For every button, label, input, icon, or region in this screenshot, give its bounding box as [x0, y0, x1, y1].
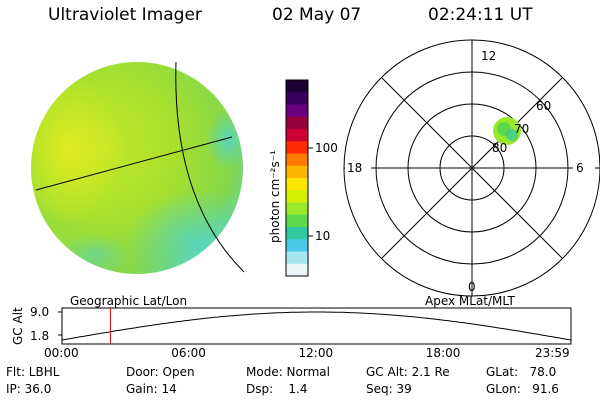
colorbar-band — [286, 239, 308, 252]
colorbar-band — [286, 214, 308, 228]
info-door: Door: Open — [126, 365, 195, 379]
header-date: 02 May 07 — [272, 5, 362, 25]
info-mode: Mode: Normal — [246, 365, 330, 379]
colorbar-label: photon cm⁻²s⁻¹ — [268, 150, 282, 243]
colorbar-band — [286, 190, 308, 203]
info-ip: IP: 36.0 — [6, 382, 52, 396]
info-gain: Gain: 14 — [126, 382, 177, 396]
polar-caption: Apex MLat/MLT — [425, 294, 515, 308]
colorbar-band — [286, 165, 308, 179]
colorbar-band — [286, 153, 308, 167]
header-title: Ultraviolet Imager — [48, 5, 202, 25]
info-dsp: Dsp: 1.4 — [246, 382, 308, 396]
colorbar-band — [286, 178, 308, 191]
polar-mlt-label-12: 12 — [481, 49, 496, 63]
polar-label-bg-18 — [345, 160, 371, 177]
orbit-xtick-label: 12:00 — [299, 346, 334, 360]
colorbar-frame — [285, 79, 309, 277]
colorbar-tick-label-10: 10 — [315, 229, 330, 243]
info-seq: Seq: 39 — [366, 382, 412, 396]
orbit-xtick-label: 06:00 — [171, 346, 206, 360]
colorbar-band — [286, 227, 308, 240]
header-time: 02:24:11 UT — [428, 5, 533, 25]
colorbar-band — [286, 92, 308, 105]
info-glat: GLat: 78.0 — [486, 365, 557, 379]
colorbar-tick-label-100: 100 — [315, 141, 338, 155]
colorbar-band — [286, 116, 308, 130]
colorbar-band — [286, 104, 308, 118]
polar-lat-label-70: 70 — [514, 122, 529, 136]
polar-lat-label-80: 80 — [492, 141, 507, 155]
polar-mlt-label-0: 0 — [468, 280, 476, 294]
orbit-xtick-label: 23:59 — [535, 346, 570, 360]
polar-lat-label-60: 60 — [536, 99, 551, 113]
polar-label-bg-6 — [573, 160, 595, 177]
info-gc-alt: GC Alt: 2.1 Re — [366, 365, 450, 379]
colorbar — [286, 80, 308, 277]
orbit-plot-frame — [61, 307, 572, 345]
polar-label-bg-12 — [478, 47, 502, 64]
geo-latitude-line — [35, 136, 233, 191]
orbit-ytick-label-high: 9.0 — [30, 305, 49, 319]
orbit-altitude-curve — [61, 311, 572, 341]
colorbar-band — [286, 129, 308, 142]
orbit-ytick-label-low: 1.8 — [30, 329, 49, 343]
polar-plot — [343, 39, 600, 297]
colorbar-band — [286, 202, 308, 216]
colorbar-band — [286, 141, 308, 154]
info-glon: GLon: 91.6 — [486, 382, 559, 396]
image-caption: Geographic Lat/Lon — [70, 294, 187, 308]
info-flt: Flt: LBHL — [6, 365, 60, 379]
polar-mlt-label-18: 18 — [347, 161, 362, 175]
orbit-ylabel: GC Alt — [11, 307, 25, 345]
orbit-xticks: 00:00 06:00 12:00 18:00 23:59 — [44, 346, 570, 360]
uv-image-disk — [31, 62, 243, 274]
colorbar-band — [286, 263, 308, 277]
colorbar-band — [286, 251, 308, 265]
geo-longitude-curve — [175, 61, 245, 273]
orbit-xtick-label: 18:00 — [426, 346, 461, 360]
polar-mlt-label-6: 6 — [576, 161, 584, 175]
polar-aurora-spot — [493, 117, 521, 145]
polar-diagonal-2 — [381, 77, 563, 259]
orbit-xtick-label: 00:00 — [44, 346, 79, 360]
colorbar-band — [286, 80, 308, 93]
